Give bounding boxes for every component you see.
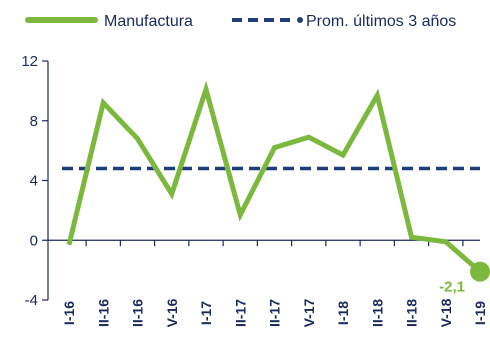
x-tick-label: I-16 bbox=[61, 301, 77, 325]
x-tick-label: II-17 bbox=[232, 299, 248, 327]
legend-label-manufactura: Manufactura bbox=[104, 13, 193, 30]
legend-swatch-promedio-dot bbox=[297, 17, 303, 23]
x-tick-label: V-18 bbox=[438, 298, 454, 327]
x-tick-marks bbox=[85, 240, 464, 247]
series-line-manufactura bbox=[66, 80, 482, 274]
x-tick-label: I-18 bbox=[335, 301, 351, 325]
legend: Manufactura Prom. últimos 3 años bbox=[25, 13, 456, 30]
x-tick-label: I-19 bbox=[472, 301, 488, 325]
x-tick-label: II-18 bbox=[369, 299, 385, 327]
x-tick-label: II-17 bbox=[267, 299, 283, 327]
x-tick-label: I-17 bbox=[198, 301, 214, 325]
y-tick-label: 12 bbox=[21, 53, 38, 70]
y-tick-labels: 12 8 4 0 -4 bbox=[21, 53, 38, 309]
y-tick-label: 0 bbox=[30, 232, 38, 249]
last-point-marker bbox=[470, 261, 490, 282]
y-tick-label: 4 bbox=[30, 173, 38, 190]
x-tick-labels: I-16 II-16 II-16 V-16 I-17 II-17 II-17 V-17 I-18… bbox=[61, 298, 488, 327]
x-tick-label: II-16 bbox=[130, 299, 146, 327]
y-tick-label: 8 bbox=[30, 113, 38, 130]
x-tick-label: II-16 bbox=[95, 299, 111, 327]
x-tick-label: II-18 bbox=[404, 299, 420, 327]
y-tick-label: -4 bbox=[25, 292, 38, 309]
legend-label-promedio: Prom. últimos 3 años bbox=[306, 13, 456, 30]
y-tick-marks bbox=[42, 60, 48, 301]
x-tick-label: V-17 bbox=[301, 298, 317, 327]
x-tick-label: V-16 bbox=[164, 298, 180, 327]
last-point-label: -2,1 bbox=[439, 279, 465, 296]
